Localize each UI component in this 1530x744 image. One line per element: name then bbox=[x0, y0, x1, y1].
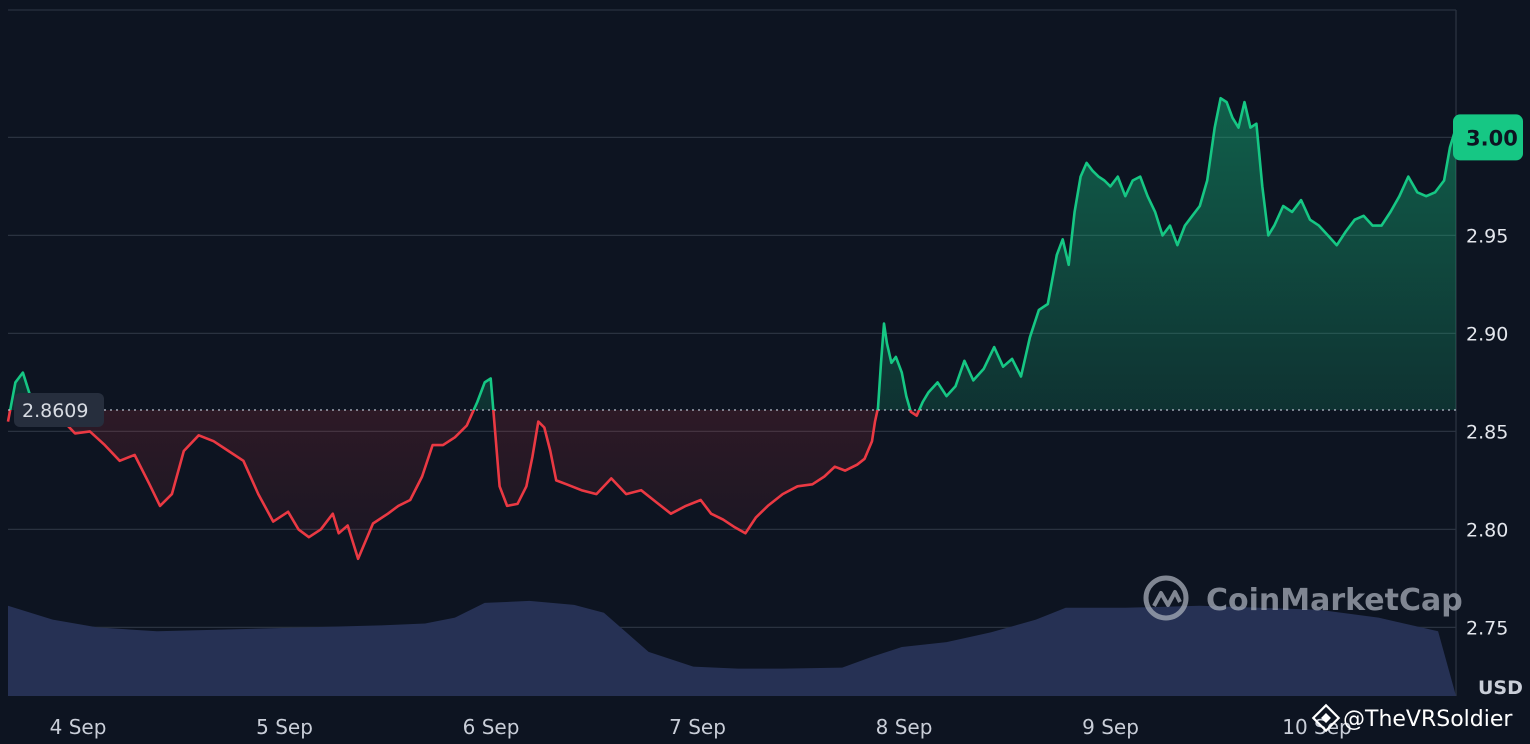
x-tick-label: 8 Sep bbox=[876, 715, 933, 739]
y-tick-label: 2.95 bbox=[1466, 225, 1508, 247]
currency-unit-label: USD bbox=[1478, 677, 1523, 699]
price-line-down bbox=[6, 410, 921, 561]
reference-price-badge: 2.8609 bbox=[14, 393, 104, 428]
y-tick-label: 2.90 bbox=[1466, 323, 1508, 345]
x-tick-label: 6 Sep bbox=[463, 715, 520, 739]
y-tick-label: 2.80 bbox=[1466, 519, 1508, 541]
price-line-up bbox=[8, 96, 1456, 411]
price-area-down bbox=[8, 410, 920, 559]
watermark-text: CoinMarketCap bbox=[1206, 583, 1463, 618]
volume-fill bbox=[8, 600, 1456, 696]
binance-diamond-icon bbox=[1311, 703, 1341, 733]
reference-price-label: 2.8609 bbox=[22, 400, 88, 422]
coinmarketcap-logo bbox=[1143, 575, 1189, 621]
credit-text: @TheVRSoldier bbox=[1343, 707, 1513, 732]
x-tick-label: 4 Sep bbox=[50, 715, 107, 739]
watermark: CoinMarketCap bbox=[1143, 575, 1463, 621]
y-tick-label: 2.75 bbox=[1466, 617, 1508, 639]
x-tick-label: 5 Sep bbox=[256, 715, 313, 739]
x-tick-label: 7 Sep bbox=[669, 715, 726, 739]
volume-area bbox=[8, 600, 1456, 696]
x-tick-label: 9 Sep bbox=[1082, 715, 1139, 739]
price-area-up bbox=[8, 98, 1456, 411]
last-price-label: 3.00 bbox=[1466, 126, 1518, 150]
x-tick-label: 10 Sep bbox=[1282, 715, 1352, 739]
last-price-badge: 3.00 bbox=[1453, 114, 1523, 161]
credit: @TheVRSoldier bbox=[1311, 703, 1513, 733]
y-tick-label: 2.85 bbox=[1466, 421, 1508, 443]
